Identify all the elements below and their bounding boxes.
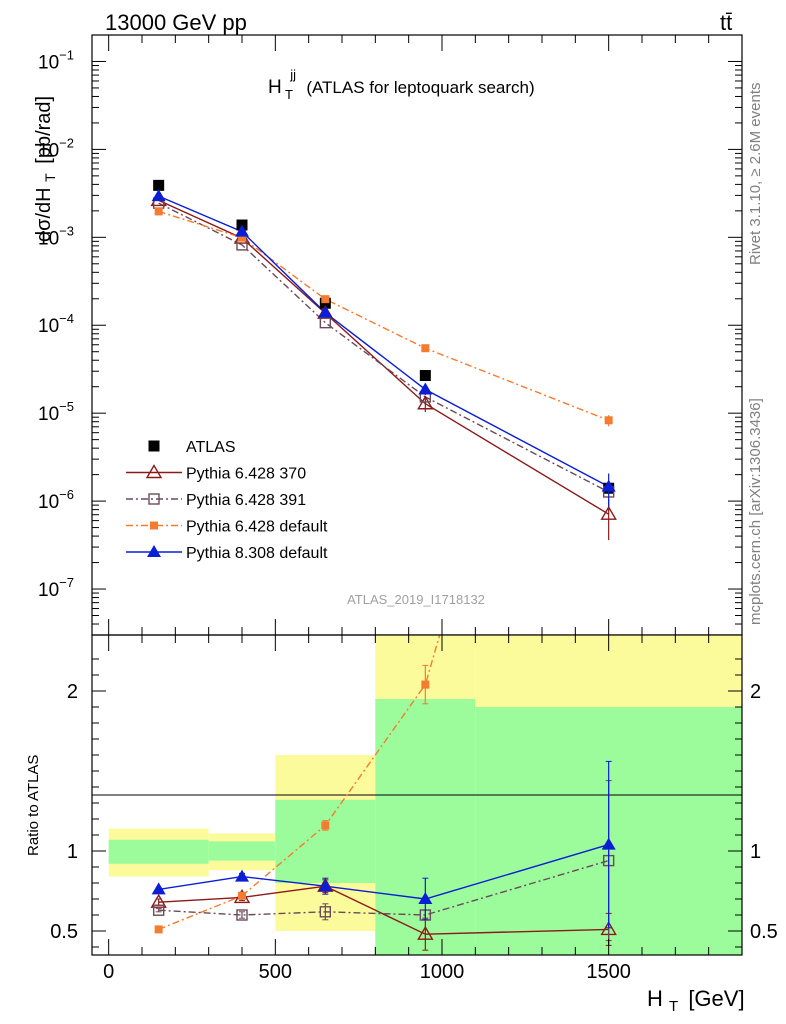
legend-label-atlas: ATLAS	[186, 439, 236, 456]
legend: ATLAS Pythia 6.428 370 Pythia 6.428 391 Pyt…	[126, 439, 328, 562]
ratio-point-p8def	[151, 882, 166, 895]
legend-marker-atlas	[148, 440, 160, 452]
lower-ytick-label-right: 2	[750, 681, 761, 703]
upper-line-p391	[158, 202, 609, 493]
legend-entry-p8def: Pythia 8.308 default	[126, 545, 328, 562]
lower-ytick-label-left: 1	[67, 841, 78, 863]
upper-point-p8def	[318, 305, 333, 318]
ratio-point-p391	[319, 906, 332, 918]
upper-point-p370	[600, 505, 617, 520]
process-label: tt̄	[720, 10, 732, 35]
collision-label: 13000 GeV pp	[105, 10, 247, 35]
legend-entry-p391: Pythia 6.428 391	[126, 492, 306, 509]
upper-point-atlas	[319, 297, 331, 309]
lower-frame	[91, 634, 743, 956]
legend-marker-p6def	[150, 521, 158, 530]
upper-point-p6def	[421, 344, 430, 353]
ratio-point-p6def	[321, 821, 330, 830]
band-inner-2	[275, 799, 376, 883]
ratio-point-p391	[236, 909, 248, 921]
upper-series-points	[150, 179, 617, 541]
ratio-point-p8def	[318, 879, 333, 892]
lower-panel: 0.5 0.5 1 1 2 2 0 500 1000 1500	[50, 634, 778, 983]
upper-ytick-label: 10−3	[38, 223, 74, 249]
legend-entry-p370: Pythia 6.428 370	[126, 464, 306, 483]
ratio-point-p6def	[154, 925, 163, 934]
plot-title: H T jj (ATLAS for leptoquark search)	[268, 63, 535, 104]
legend-label-p8def: Pythia 8.308 default	[186, 545, 328, 562]
ratio-point-p6def	[238, 891, 246, 900]
ratio-point-p391	[152, 904, 165, 916]
ratio-point-p370	[150, 893, 167, 908]
upper-point-p6def	[238, 233, 246, 242]
upper-point-p8def	[151, 189, 166, 202]
ratio-series-points	[150, 664, 617, 951]
upper-panel: 10−1 10−2 10−3 10−4 10−5 10−6 10−7	[38, 34, 743, 636]
upper-line-p6def	[158, 210, 609, 421]
upper-ytick-label: 10−1	[38, 47, 74, 73]
mcplots-label: mcplots.cern.ch [arXiv:1306.3436]	[747, 398, 764, 625]
band-inner-1	[208, 841, 276, 861]
ratio-line-p6def	[158, 635, 441, 931]
upper-point-p6def	[604, 416, 613, 425]
upper-ylabel: dσ/dH T [pb/rad]	[33, 96, 60, 242]
lower-axis-ticks: 0.5 0.5 1 1 2 2 0 500 1000 1500	[50, 635, 778, 983]
band-inner-0	[108, 839, 209, 864]
ratio-point-p8def	[418, 892, 433, 904]
ratio-point-p8def	[235, 869, 249, 882]
lower-ytick-label-left: 0.5	[50, 921, 78, 943]
upper-ytick-label: 10−7	[38, 575, 74, 601]
upper-ytick-label: 10−4	[38, 311, 74, 337]
upper-point-p6def	[154, 207, 163, 216]
x-axis-label: H T [GeV]	[647, 986, 745, 1016]
analysis-id-label: ATLAS_2019_I1718132	[347, 592, 485, 607]
lower-ytick-label-left: 2	[67, 681, 78, 703]
upper-ytick-label: 10−6	[38, 487, 74, 513]
upper-axis-ticks: 10−1 10−2 10−3 10−4 10−5 10−6 10−7	[38, 34, 743, 636]
x-tick-label: 1500	[586, 961, 631, 983]
lower-ylabel: Ratio to ATLAS	[25, 755, 42, 856]
lower-ytick-label-right: 1	[750, 841, 761, 863]
upper-point-p391	[319, 316, 332, 329]
legend-marker-p391	[148, 493, 160, 505]
legend-label-p6def: Pythia 6.428 default	[186, 519, 328, 536]
ratio-point-p8def	[601, 837, 616, 850]
x-tick-label: 0	[103, 961, 114, 983]
legend-label-p370: Pythia 6.428 370	[186, 466, 306, 483]
upper-point-atlas	[419, 370, 431, 382]
upper-point-p370	[417, 395, 434, 410]
ratio-point-p6def	[421, 680, 430, 689]
upper-ytick-label: 10−5	[38, 399, 74, 425]
legend-label-p391: Pythia 6.428 391	[186, 492, 306, 509]
upper-point-p8def	[601, 479, 616, 492]
upper-ytick-label: 10−2	[38, 135, 74, 161]
legend-marker-p8def	[147, 545, 161, 557]
legend-entry-atlas: ATLAS	[148, 439, 236, 456]
legend-entry-p6def: Pythia 6.428 default	[126, 519, 328, 536]
ratio-point-p370	[417, 925, 434, 940]
lower-ytick-label-right: 0.5	[750, 921, 778, 943]
upper-point-atlas	[153, 179, 165, 191]
x-tick-label: 1000	[420, 961, 465, 983]
upper-point-p6def	[321, 295, 330, 304]
x-tick-label: 500	[259, 961, 292, 983]
rivet-label: Rivet 3.1.10, ≥ 2.6M events	[747, 83, 764, 266]
legend-marker-p370	[145, 464, 163, 479]
upper-point-p8def	[418, 382, 433, 395]
upper-point-p8def	[235, 224, 249, 237]
